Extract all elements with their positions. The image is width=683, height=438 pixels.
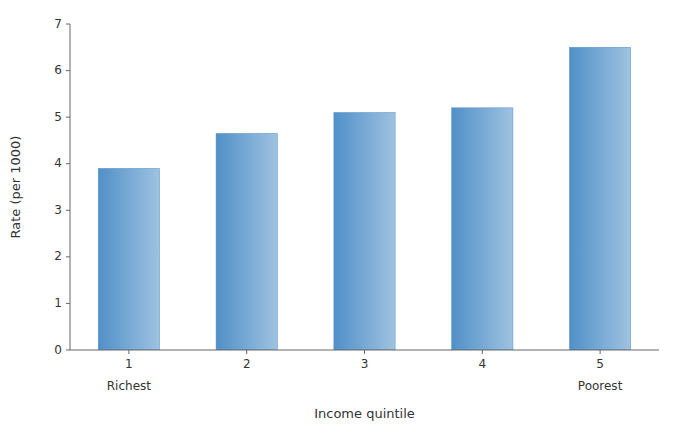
- x-tick: [364, 350, 365, 354]
- x-tick: [600, 350, 601, 354]
- bar: [98, 168, 159, 350]
- y-tick: [66, 163, 70, 164]
- y-axis-label: Rate (per 1000): [8, 136, 23, 239]
- x-tick-label: 4: [478, 357, 486, 371]
- x-tick: [128, 350, 129, 354]
- bar: [216, 133, 277, 350]
- chart-container: 0 1 2 3 4 5 6 7 1 2 3 4 5 Richest Poorest Income quinti…: [0, 0, 683, 438]
- x-tick-label: 3: [361, 357, 369, 371]
- y-axis-line: [70, 24, 71, 350]
- y-tick: [66, 350, 70, 351]
- x-tick-label: 5: [596, 357, 604, 371]
- y-tick-label: 1: [54, 296, 62, 310]
- y-tick: [66, 303, 70, 304]
- x-tick: [482, 350, 483, 354]
- y-tick-label: 2: [54, 249, 62, 263]
- chart-svg: 0 1 2 3 4 5 6 7 1 2 3 4 5 Richest Poorest Income quinti…: [0, 0, 683, 438]
- bar: [569, 47, 630, 350]
- y-tick-label: 5: [54, 110, 62, 124]
- y-tick-label: 0: [54, 343, 62, 357]
- x-tick: [246, 350, 247, 354]
- bar: [452, 108, 513, 350]
- bars: [98, 47, 630, 350]
- x-tick-label: 2: [243, 357, 251, 371]
- annotation: Richest: [107, 379, 152, 393]
- x-tick-label: 1: [125, 357, 133, 371]
- y-tick: [66, 256, 70, 257]
- y-tick: [66, 24, 70, 25]
- y-tick-label: 6: [54, 63, 62, 77]
- x-axis-label: Income quintile: [314, 406, 415, 421]
- y-tick-label: 4: [54, 156, 62, 170]
- y-tick: [66, 210, 70, 211]
- bar: [334, 112, 395, 350]
- y-tick: [66, 70, 70, 71]
- y-tick: [66, 117, 70, 118]
- annotation: Poorest: [578, 379, 623, 393]
- y-tick-label: 3: [54, 203, 62, 217]
- y-tick-label: 7: [54, 17, 62, 31]
